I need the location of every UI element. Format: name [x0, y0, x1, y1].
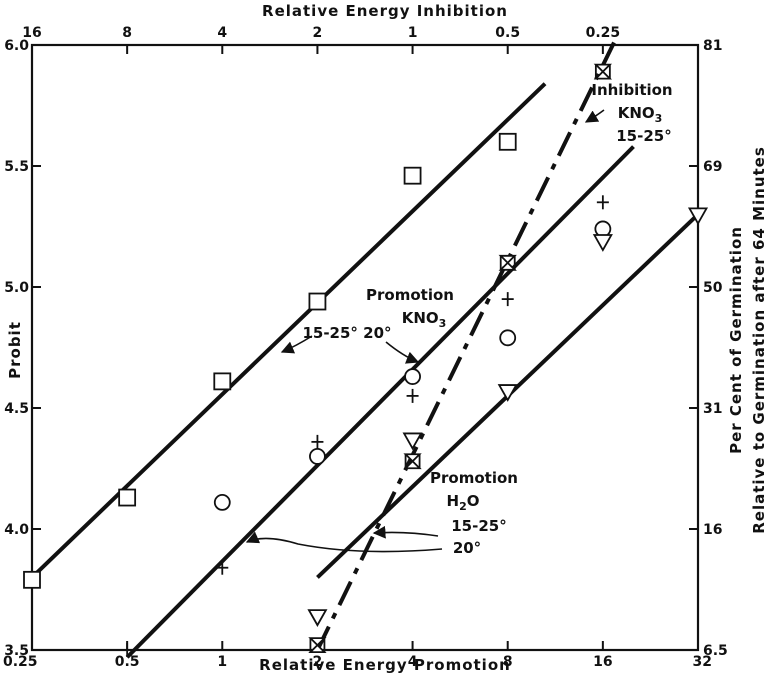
- plus-point: [216, 560, 229, 575]
- right-axis-title-line1: Per Cent of Germination: [727, 226, 745, 454]
- x-tick-label: 2: [313, 654, 323, 670]
- data-points: [23, 63, 709, 657]
- bottom-axis-title: Relative Energy Promotion: [259, 656, 511, 674]
- annotation-inhibition-kno3: Inhibition KNO3 15-25°: [584, 81, 673, 145]
- annotation-promotion-h2o-arrow-a: [372, 525, 439, 539]
- annotation-promotion-h2o-arrow-b: [245, 531, 443, 553]
- plus-point: [311, 434, 324, 449]
- left-axis-title: Probit: [6, 321, 24, 379]
- bowtie-point-shape: [308, 637, 327, 654]
- top-tick-label: 16: [22, 25, 41, 41]
- right-tick-label: 69: [703, 159, 722, 175]
- inhibition-line: [315, 39, 617, 651]
- bowtie-point: [593, 63, 613, 80]
- bowtie-point: [498, 254, 517, 271]
- top-tick-label: 0.5: [495, 25, 520, 41]
- annotation-promotion-h2o-line2: H2O: [447, 492, 480, 513]
- bowtie-point-shape: [498, 254, 517, 271]
- annotation-promotion-kno3-line1: Promotion: [366, 286, 454, 304]
- x-tick-label: 0.5: [115, 654, 140, 670]
- circle-point: [404, 368, 421, 385]
- right-tick-label: 16: [703, 522, 722, 538]
- y-tick-label: 3.5: [4, 643, 29, 659]
- annotation-promotion-h2o-line1: Promotion: [430, 469, 518, 487]
- plot-frame: [30, 43, 700, 652]
- triangle-point: [592, 234, 613, 252]
- right-axis-title-line2: Relative to Germination after 64 Minutes: [750, 146, 768, 534]
- x-tick-label: 1: [217, 654, 227, 670]
- circle-point: [309, 447, 326, 465]
- square-point: [118, 488, 137, 507]
- y-tick-label: 5.0: [4, 280, 29, 296]
- right-tick-label: 81: [703, 38, 722, 54]
- y-tick-label: 5.5: [4, 159, 29, 175]
- annotation-promotion-kno3-line3: 15-25° 20°: [302, 324, 391, 342]
- triangle-point: [687, 207, 709, 226]
- annotation-promotion-h2o: Promotion H2O 15-25° 20°: [245, 469, 518, 557]
- annotation-promotion-kno3-arrow-a: [280, 335, 313, 354]
- y-tick-label: 6.0: [4, 38, 29, 54]
- y-tick-label: 4.0: [4, 522, 29, 538]
- plus-point: [121, 643, 134, 657]
- annotation-inhibition-line1: Inhibition: [591, 81, 672, 99]
- top-axis-title: Relative Energy Inhibition: [262, 2, 508, 20]
- promotion-line-1: [30, 82, 547, 579]
- annotation-promotion-h2o-line4: 20°: [453, 539, 481, 557]
- circle-point: [499, 329, 517, 347]
- square-point: [213, 372, 232, 391]
- plot-border: [30, 43, 700, 652]
- annotation-inhibition-arrow: [584, 109, 605, 123]
- plus-point: [501, 292, 514, 307]
- top-tick-label: 8: [122, 25, 132, 41]
- x-tick-label: 8: [503, 654, 513, 670]
- square-point: [308, 292, 327, 311]
- triangle-point: [497, 384, 518, 402]
- regression-lines: [30, 39, 700, 659]
- x-tick-label: 0.25: [3, 654, 38, 670]
- triangle-point: [307, 609, 328, 627]
- top-tick-label: 4: [217, 25, 227, 41]
- triangle-point: [402, 432, 423, 451]
- top-tick-label: 1: [408, 25, 418, 41]
- right-tick-label: 6.5: [703, 643, 728, 659]
- bowtie-point-shape: [593, 63, 613, 80]
- square-point: [403, 166, 422, 185]
- annotation-promotion-kno3: Promotion KNO3 15-25° 20°: [280, 286, 454, 364]
- bowtie-point: [403, 453, 422, 470]
- plus-point: [596, 195, 609, 210]
- plus-point: [406, 388, 419, 403]
- x-tick-label: 4: [408, 654, 418, 670]
- bowtie-point: [308, 637, 327, 654]
- annotation-inhibition-line2: KNO3: [618, 104, 663, 125]
- promotion-line-2: [125, 145, 635, 659]
- right-tick-label: 31: [703, 401, 722, 417]
- annotation-promotion-h2o-line3: 15-25°: [451, 517, 506, 535]
- top-tick-label: 2: [313, 25, 323, 41]
- x-tick-label: 16: [593, 654, 612, 670]
- square-point: [23, 570, 41, 589]
- annotation-inhibition-line3: 15-25°: [616, 127, 671, 145]
- right-tick-label: 50: [703, 280, 723, 296]
- annotation-promotion-kno3-arrow-b: [385, 341, 420, 364]
- x-tick-label: 32: [693, 654, 712, 670]
- annotation-promotion-kno3-line2: KNO3: [402, 309, 447, 330]
- square-point: [498, 132, 517, 151]
- circle-point: [213, 493, 231, 511]
- top-tick-label: 0.25: [586, 25, 621, 41]
- y-tick-label: 4.5: [4, 401, 29, 417]
